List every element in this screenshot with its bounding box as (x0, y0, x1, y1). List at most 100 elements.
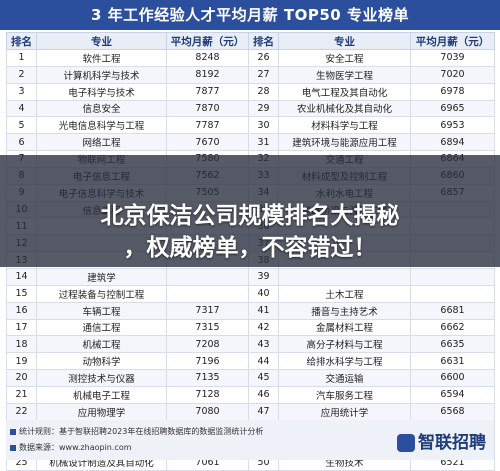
major-cell: 光电信息科学与工程 (36, 116, 167, 135)
salary-cell: 6600 (410, 369, 495, 387)
major-cell: 建筑学 (36, 267, 167, 286)
zhaopin-logo: 智联招聘 (397, 428, 486, 453)
major-cell: 通信工程 (36, 318, 167, 337)
footer: 统计规则：基于智联招聘2023年在线招聘数据库的数据监测统计分析 数据来源：ww… (6, 420, 494, 460)
rank-cell: 2 (6, 65, 37, 84)
major-cell: 土木工程 (278, 284, 411, 303)
table-row: 19 动物科学 7196 44 给排水科学与工程 6631 (6, 352, 495, 371)
salary-cell: 8192 (166, 65, 249, 84)
major-cell: 软件工程 (36, 49, 167, 67)
major-cell: 金属材料工程 (278, 318, 411, 337)
salary-cell: 7196 (166, 352, 249, 371)
salary-cell (166, 284, 249, 303)
major-cell: 信息安全 (36, 99, 167, 118)
major-cell: 给排水科学与工程 (278, 352, 411, 371)
major-cell: 高分子材料与工程 (278, 335, 411, 354)
headline-line-2: ，权威榜单，不容错过！ (123, 235, 377, 261)
major-cell: 安全工程 (278, 49, 411, 67)
table-row: 18 机械工程 7208 43 高分子材料与工程 6635 (6, 335, 495, 354)
column-header-rank: 排名 (6, 32, 37, 50)
major-cell: 建筑环境与能源应用工程 (278, 133, 411, 152)
table-row: 22 应用物理学 7080 47 应用统计学 6568 (6, 402, 495, 421)
column-header-salary: 平均月薪（元） (166, 32, 249, 50)
rank-cell: 42 (248, 318, 279, 337)
column-header-rank: 排名 (248, 32, 279, 50)
rank-cell: 46 (248, 385, 279, 404)
salary-cell: 6635 (410, 335, 495, 354)
rank-cell: 40 (248, 284, 279, 303)
salary-cell: 7870 (166, 99, 249, 118)
rank-cell: 31 (248, 133, 279, 152)
salary-cell: 6594 (410, 385, 495, 404)
major-cell: 电气工程及其自动化 (278, 82, 411, 101)
rank-cell: 6 (6, 133, 37, 152)
salary-cell: 7877 (166, 82, 249, 101)
rank-cell: 14 (6, 267, 37, 286)
salary-cell: 6953 (410, 116, 495, 135)
logo-icon (397, 434, 415, 452)
table-row: 3 电子科学与技术 7877 28 电气工程及其自动化 6978 (6, 82, 495, 101)
rank-cell: 16 (6, 301, 37, 320)
salary-cell: 7787 (166, 116, 249, 135)
salary-cell: 7080 (166, 402, 249, 421)
salary-cell (410, 284, 495, 303)
rank-cell: 27 (248, 65, 279, 84)
rank-cell: 45 (248, 369, 279, 387)
salary-cell: 6568 (410, 402, 495, 421)
rank-cell: 17 (6, 318, 37, 337)
rank-cell: 43 (248, 335, 279, 354)
salary-cell: 7135 (166, 369, 249, 387)
salary-cell: 7039 (410, 49, 495, 67)
column-header-salary: 平均月薪（元） (410, 32, 495, 50)
salary-cell (410, 267, 495, 286)
salary-cell (166, 267, 249, 286)
salary-cell: 8248 (166, 49, 249, 67)
rank-cell: 30 (248, 116, 279, 135)
column-header-major: 专业 (36, 32, 167, 50)
major-cell: 机械工程 (36, 335, 167, 354)
page-title: 3 年工作经验人才平均月薪 TOP50 专业榜单 (0, 0, 500, 30)
major-cell: 农业机械化及其自动化 (278, 99, 411, 118)
headline-overlay (0, 155, 500, 267)
rank-cell: 15 (6, 284, 37, 303)
table-row: 16 车辆工程 7317 41 播音与主持艺术 6681 (6, 301, 495, 320)
rank-cell: 39 (248, 267, 279, 286)
major-cell: 过程装备与控制工程 (36, 284, 167, 303)
table-header-row: 排名 专业 平均月薪（元） 排名 专业 平均月薪（元） (6, 32, 495, 50)
table-row: 17 通信工程 7315 42 金属材料工程 6662 (6, 318, 495, 337)
bullet-icon (10, 444, 16, 451)
footer-note: 数据来源：www.zhaopin.com (10, 442, 132, 453)
rank-cell: 3 (6, 82, 37, 101)
rank-cell: 18 (6, 335, 37, 354)
salary-cell: 6662 (410, 318, 495, 337)
major-cell: 计算机科学与技术 (36, 65, 167, 84)
salary-cell: 7208 (166, 335, 249, 354)
rank-cell: 26 (248, 49, 279, 67)
table-row: 5 光电信息科学与工程 7787 30 材料科学与工程 6953 (6, 116, 495, 135)
salary-cell: 6631 (410, 352, 495, 371)
major-cell: 网络工程 (36, 133, 167, 152)
major-cell (278, 267, 411, 286)
major-cell: 机械电子工程 (36, 385, 167, 404)
salary-cell: 7670 (166, 133, 249, 152)
major-cell: 车辆工程 (36, 301, 167, 320)
salary-cell: 7315 (166, 318, 249, 337)
footer-note: 统计规则：基于智联招聘2023年在线招聘数据库的数据监测统计分析 (10, 426, 263, 437)
major-cell: 生物医学工程 (278, 65, 411, 84)
salary-cell: 7128 (166, 385, 249, 404)
major-cell: 应用物理学 (36, 402, 167, 421)
rank-cell: 4 (6, 99, 37, 118)
rank-cell: 44 (248, 352, 279, 371)
salary-cell: 6965 (410, 99, 495, 118)
salary-cell: 6894 (410, 133, 495, 152)
table-row: 6 网络工程 7670 31 建筑环境与能源应用工程 6894 (6, 133, 495, 152)
rank-cell: 20 (6, 369, 37, 387)
rank-cell: 29 (248, 99, 279, 118)
statistics-rule-text: 统计规则：基于智联招聘2023年在线招聘数据库的数据监测统计分析 (19, 427, 264, 436)
logo-text: 智联招聘 (418, 433, 486, 453)
rank-cell: 41 (248, 301, 279, 320)
bullet-icon (10, 428, 16, 435)
data-source-text: 数据来源：www.zhaopin.com (19, 443, 132, 452)
major-cell: 应用统计学 (278, 402, 411, 421)
table-row: 21 机械电子工程 7128 46 汽车服务工程 6594 (6, 385, 495, 404)
